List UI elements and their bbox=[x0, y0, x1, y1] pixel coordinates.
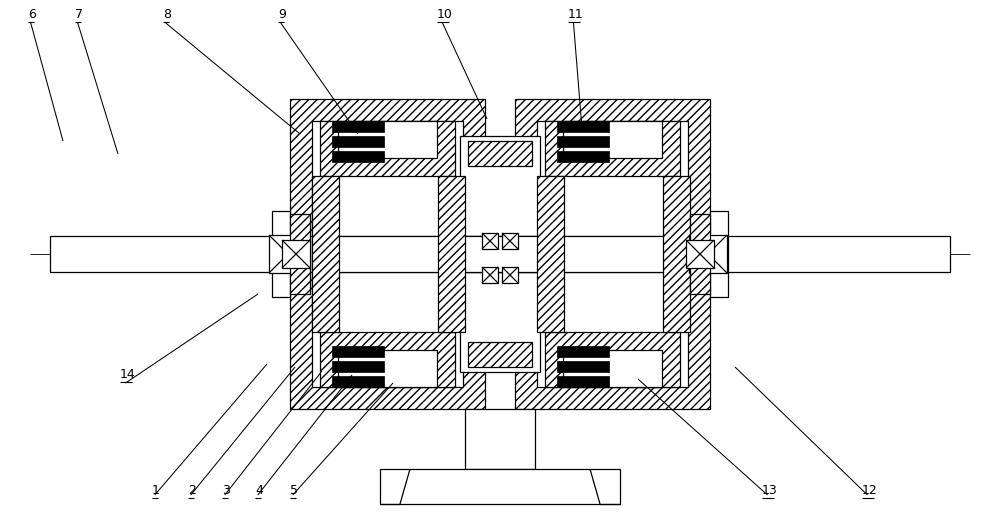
Bar bbox=[290, 99, 485, 409]
Bar bbox=[557, 346, 609, 357]
Bar bbox=[689, 235, 727, 273]
Bar bbox=[290, 214, 310, 294]
Text: 7: 7 bbox=[75, 8, 83, 21]
Bar bbox=[468, 141, 532, 166]
Bar bbox=[502, 267, 518, 283]
Bar bbox=[332, 136, 384, 147]
Bar bbox=[272, 211, 290, 297]
Bar bbox=[557, 151, 609, 162]
Text: 11: 11 bbox=[568, 8, 584, 21]
Text: 10: 10 bbox=[437, 8, 453, 21]
Bar bbox=[465, 409, 535, 469]
Bar bbox=[338, 350, 437, 387]
Bar bbox=[482, 233, 498, 249]
Text: 2: 2 bbox=[188, 484, 196, 497]
Bar bbox=[545, 332, 680, 387]
Bar bbox=[468, 342, 532, 367]
Bar bbox=[557, 376, 609, 387]
Bar bbox=[332, 376, 384, 387]
Bar bbox=[460, 136, 540, 236]
Text: 12: 12 bbox=[862, 484, 878, 497]
Bar bbox=[515, 99, 710, 409]
Text: 1: 1 bbox=[152, 484, 160, 497]
Bar bbox=[557, 121, 609, 132]
Bar bbox=[710, 211, 728, 297]
Text: 4: 4 bbox=[255, 484, 263, 497]
Text: 6: 6 bbox=[28, 8, 36, 21]
Text: 5: 5 bbox=[290, 484, 298, 497]
Bar bbox=[269, 235, 307, 273]
Text: 8: 8 bbox=[163, 8, 171, 21]
Bar bbox=[338, 121, 437, 158]
Bar bbox=[557, 361, 609, 372]
Bar bbox=[332, 121, 384, 132]
Bar bbox=[438, 176, 465, 332]
Bar bbox=[312, 176, 339, 332]
Bar bbox=[563, 121, 662, 158]
Bar bbox=[482, 267, 498, 283]
Bar bbox=[537, 121, 688, 387]
Text: 13: 13 bbox=[762, 484, 778, 497]
Bar bbox=[557, 136, 609, 147]
Text: 14: 14 bbox=[120, 368, 136, 381]
Bar bbox=[312, 236, 688, 272]
Text: 9: 9 bbox=[278, 8, 286, 21]
Bar bbox=[563, 350, 662, 387]
Bar bbox=[50, 236, 950, 272]
Bar bbox=[502, 233, 518, 249]
Bar bbox=[460, 272, 540, 372]
Bar bbox=[380, 469, 620, 504]
Bar bbox=[663, 176, 690, 332]
Bar bbox=[690, 214, 710, 294]
Bar bbox=[312, 121, 463, 387]
Bar bbox=[320, 332, 455, 387]
Bar bbox=[282, 240, 310, 268]
Bar bbox=[686, 240, 714, 268]
Bar bbox=[320, 121, 455, 176]
Bar bbox=[332, 361, 384, 372]
Bar bbox=[537, 176, 564, 332]
Text: 3: 3 bbox=[222, 484, 230, 497]
Bar bbox=[332, 346, 384, 357]
Bar bbox=[332, 151, 384, 162]
Bar bbox=[545, 121, 680, 176]
